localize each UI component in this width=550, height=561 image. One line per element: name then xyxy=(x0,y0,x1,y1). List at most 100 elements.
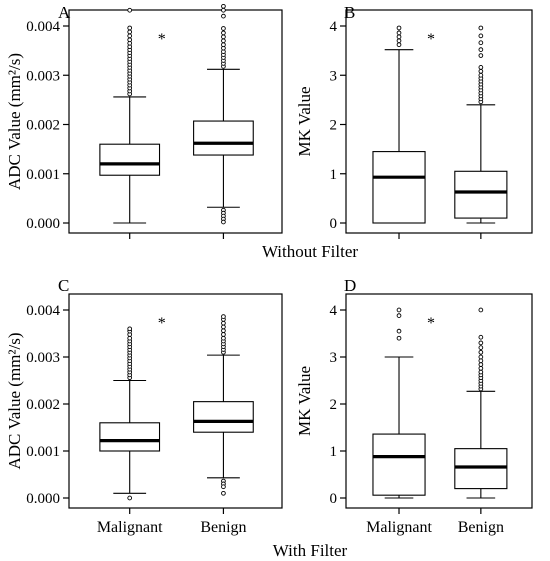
outlier-point xyxy=(478,40,484,46)
outlier-point xyxy=(396,335,402,341)
outlier-point xyxy=(221,13,226,19)
y-tick-label: 0.001 xyxy=(26,167,60,183)
outlier-point xyxy=(478,334,484,340)
outlier-point xyxy=(478,345,484,350)
y-tick-label: 0.004 xyxy=(26,19,60,35)
outlier-point xyxy=(127,326,133,332)
y-tick-label: 0.003 xyxy=(26,68,60,84)
y-tick-label: 0.002 xyxy=(26,397,60,413)
x-tick-label-malignant: Malignant xyxy=(97,519,163,536)
box-malignant xyxy=(372,25,426,224)
plot-frame xyxy=(68,293,283,509)
y-tick-label: 0.000 xyxy=(26,491,60,507)
outlier-point xyxy=(478,72,484,78)
outlier-point xyxy=(396,34,402,40)
y-tick-label: 0.000 xyxy=(26,216,60,232)
outlier-point xyxy=(221,490,226,496)
outlier-point xyxy=(221,219,226,225)
outlier-point xyxy=(396,42,402,48)
y-axis-label: ADC Value (mm²/s) xyxy=(5,53,24,190)
y-tick-label: 0.002 xyxy=(26,118,60,134)
outlier-point xyxy=(478,362,484,367)
y-tick-label: 0.001 xyxy=(26,444,60,460)
outlier-point xyxy=(221,42,226,48)
box-iqr xyxy=(454,448,508,490)
box-benign xyxy=(193,314,254,496)
y-tick-label: 0.003 xyxy=(26,350,60,366)
box-iqr xyxy=(372,151,426,224)
outlier-point xyxy=(478,340,484,346)
outlier-point xyxy=(478,365,484,371)
outlier-point xyxy=(221,38,226,44)
outlier-point xyxy=(478,65,484,70)
panel-d: D 0 1 2 3 4 MK Value Malignant Benign * xyxy=(295,276,533,536)
y-tick-label: 0 xyxy=(330,491,338,507)
significance-marker: * xyxy=(158,31,166,48)
outlier-point xyxy=(221,324,226,330)
y-axis-label: MK Value xyxy=(295,366,314,436)
outlier-point xyxy=(478,25,484,31)
y-tick-label: 2 xyxy=(330,118,338,134)
significance-marker: * xyxy=(427,315,435,332)
panel-label: C xyxy=(58,276,69,295)
box-iqr xyxy=(193,401,254,433)
outlier-point xyxy=(127,29,133,35)
outlier-point xyxy=(221,7,226,13)
y-tick-label: 0 xyxy=(330,216,338,232)
panel-label: B xyxy=(344,3,355,22)
box-malignant xyxy=(372,307,426,499)
outlier-point xyxy=(478,349,484,355)
outlier-point xyxy=(478,47,484,52)
group-label-without-filter: Without Filter xyxy=(262,242,358,261)
outlier-point xyxy=(127,495,133,501)
outlier-point xyxy=(396,313,402,318)
y-axis-label: ADC Value (mm²/s) xyxy=(5,333,24,470)
x-tick-label-benign: Benign xyxy=(200,519,246,536)
plot-frame xyxy=(345,293,533,509)
outlier-point xyxy=(478,369,484,375)
outlier-point xyxy=(396,25,402,31)
outlier-point xyxy=(221,320,226,326)
outlier-point xyxy=(396,307,402,313)
plot-frame xyxy=(345,9,533,234)
plot-frame xyxy=(68,9,283,234)
significance-marker: * xyxy=(158,315,166,332)
group-label-with-filter: With Filter xyxy=(273,541,348,560)
box-malignant xyxy=(99,7,161,224)
outlier-point xyxy=(478,53,484,58)
y-tick-label: 3 xyxy=(330,68,338,84)
box-benign xyxy=(454,25,508,224)
outlier-point xyxy=(478,307,484,313)
outlier-point xyxy=(221,484,226,490)
outlier-point xyxy=(478,68,484,74)
y-tick-label: 1 xyxy=(330,167,338,183)
panel-label: A xyxy=(58,3,71,22)
outlier-point xyxy=(221,335,226,341)
y-tick-label: 3 xyxy=(330,350,338,366)
outlier-point xyxy=(478,358,484,364)
outlier-point xyxy=(396,38,402,44)
outlier-point xyxy=(127,335,133,341)
outlier-point xyxy=(221,26,226,31)
y-tick-label: 1 xyxy=(330,444,338,460)
outlier-point xyxy=(221,34,226,40)
significance-marker: * xyxy=(427,31,435,48)
outlier-point xyxy=(221,332,226,337)
outlier-point xyxy=(221,30,226,36)
panel-a: A 0.000 0.001 0.002 0.003 0.004 ADC Value (mm²… xyxy=(5,3,283,239)
box-iqr xyxy=(99,143,161,176)
outlier-point xyxy=(478,354,484,360)
outlier-point xyxy=(127,37,133,43)
outlier-point xyxy=(478,33,484,39)
panel-label: D xyxy=(344,276,356,295)
outlier-point xyxy=(127,7,133,13)
y-tick-label: 4 xyxy=(330,303,338,319)
box-malignant xyxy=(99,326,161,501)
x-tick-label-malignant: Malignant xyxy=(366,519,432,536)
box-iqr xyxy=(454,170,508,219)
panel-b: B 0 1 2 3 4 MK Value * xyxy=(295,3,533,239)
box-iqr xyxy=(372,433,426,496)
y-tick-label: 4 xyxy=(330,19,338,35)
outlier-point xyxy=(396,328,402,334)
